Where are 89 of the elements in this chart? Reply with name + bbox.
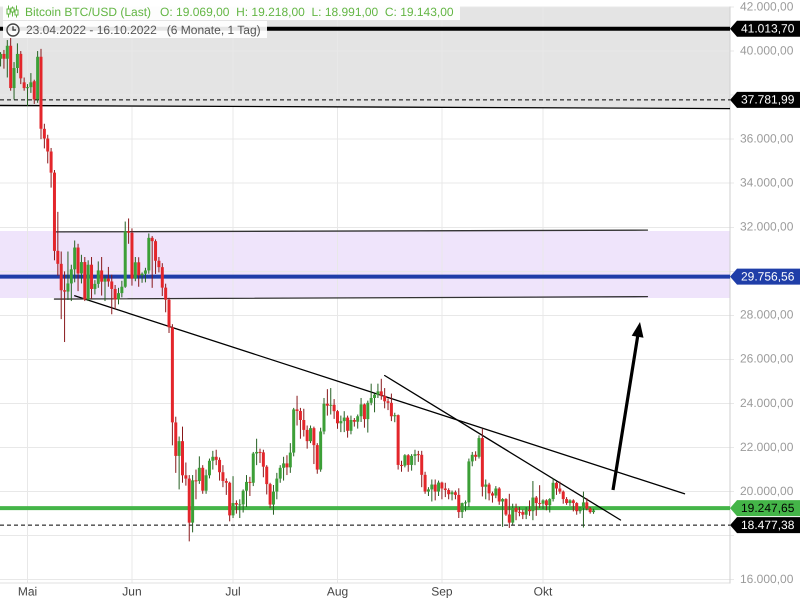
- ref-line-label: 37.781,99: [741, 92, 795, 107]
- candlestick: [234, 500, 238, 514]
- candlestick: [585, 498, 588, 511]
- candlestick: [501, 498, 504, 528]
- candlestick: [406, 454, 410, 472]
- candlestick: [434, 478, 437, 501]
- candlestick: [2, 49, 6, 70]
- candlestick: [528, 500, 532, 516]
- candlestick: [194, 469, 198, 500]
- ref-line-label: 41.013,70: [741, 22, 795, 36]
- ref-line-label: 19.247,65: [741, 500, 795, 515]
- y-tick-label: 32.000,00: [740, 220, 794, 234]
- candlestick: [498, 486, 501, 506]
- y-tick-label: 40.000,00: [740, 43, 794, 58]
- candlestick: [346, 415, 350, 438]
- y-tick-label: 28.000,00: [740, 308, 794, 322]
- candlestick: [390, 393, 393, 422]
- candlestick: [150, 236, 154, 288]
- candlestick: [572, 498, 575, 512]
- candlestick: [342, 410, 346, 433]
- candlestick: [201, 464, 204, 494]
- y-tick-label: 16.000,00: [740, 572, 794, 586]
- candlestick: [544, 498, 548, 511]
- candlestick: [100, 256, 104, 296]
- candlestick: [282, 456, 286, 482]
- y-tick-label: 20.000,00: [740, 484, 794, 498]
- y-tick-label: 42.000,00: [740, 0, 794, 14]
- candlestick: [232, 476, 235, 519]
- candlestick: [488, 482, 491, 501]
- candlestick: [531, 480, 534, 521]
- candlestick: [444, 482, 447, 498]
- candlestick: [477, 434, 480, 460]
- y-tick-label: 34.000,00: [740, 176, 794, 190]
- y-tick-label: 26.000,00: [740, 352, 794, 366]
- candlestick: [575, 502, 578, 516]
- candlestick: [474, 450, 478, 462]
- candlestick: [508, 493, 511, 528]
- candlestick: [137, 256, 140, 288]
- candlestick: [339, 415, 342, 433]
- candlestick: [518, 506, 521, 517]
- candlestick: [457, 488, 460, 519]
- candlestick: [362, 402, 366, 428]
- x-tick-label: Jul: [225, 584, 241, 599]
- candlestick: [0, 52, 2, 67]
- candlestick: [430, 478, 434, 502]
- candlestick: [309, 425, 312, 444]
- candlestick: [542, 498, 545, 510]
- x-tick-label: Jun: [122, 584, 142, 599]
- candlestick: [393, 412, 396, 423]
- candlestick: [329, 388, 332, 415]
- candlestick: [460, 502, 464, 519]
- x-tick-label: Sep: [431, 584, 453, 599]
- candlestick: [484, 478, 488, 500]
- candlestick: [403, 454, 406, 468]
- candlestick: [514, 503, 518, 521]
- candlestick: [437, 480, 440, 496]
- candlestick: [285, 454, 288, 476]
- candlestick: [66, 250, 70, 300]
- candlestick: [178, 436, 181, 490]
- y-tick-label: 22.000,00: [740, 440, 794, 454]
- candlestick: [521, 509, 524, 520]
- text: 23.04.2022 - 16.10.2022 (6 Monate, 1 Tag): [26, 22, 261, 36]
- candlestick: [511, 503, 514, 526]
- candlestick: [248, 476, 252, 496]
- ref-line-label: 29.756,56: [741, 269, 795, 284]
- candlestick: [326, 388, 329, 416]
- candlestick: [32, 79, 36, 104]
- candlestick: [524, 506, 528, 520]
- ref-line-label: 18.477,38: [741, 518, 795, 532]
- x-tick-label: Okt: [534, 584, 554, 599]
- x-tick-label: Mai: [18, 584, 38, 599]
- candlestick: [80, 254, 83, 284]
- candlestick: [349, 415, 352, 435]
- candlestick: [582, 491, 585, 528]
- candlestick: [104, 275, 107, 302]
- x-tick-label: Aug: [326, 584, 348, 599]
- candlestick: [134, 256, 137, 282]
- chart-title: Bitcoin BTC/USD (Last): [25, 4, 152, 18]
- candlestick: [440, 481, 444, 500]
- candlestick: [554, 481, 558, 496]
- annotation: O: 19.069,00 H: 19.218,00 L: 18.991,00 C: 19.143,00: [160, 4, 454, 18]
- candlestick: [410, 454, 414, 472]
- candlestick: [6, 40, 9, 78]
- candlestick: [140, 272, 144, 284]
- y-tick-label: 36.000,00: [740, 131, 794, 146]
- candlestick: [450, 490, 454, 501]
- candlestick: [494, 486, 498, 499]
- y-tick-label: 24.000,00: [740, 396, 794, 410]
- candlestick: [198, 456, 201, 484]
